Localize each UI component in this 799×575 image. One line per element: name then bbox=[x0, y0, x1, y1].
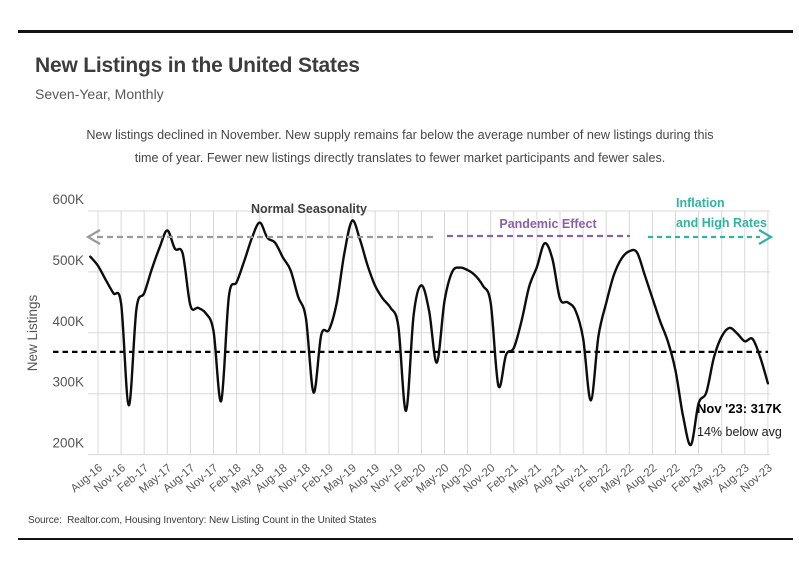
y-tick-label: 300K bbox=[52, 375, 84, 390]
chart-description: New listings declined in November. New s… bbox=[70, 124, 730, 170]
seasonality-label: Normal Seasonality bbox=[251, 202, 367, 216]
description-line-1: New listings declined in November. New s… bbox=[86, 128, 714, 142]
pandemic-label: Pandemic Effect bbox=[499, 217, 597, 231]
footer-rule bbox=[18, 538, 793, 540]
description-line-2: time of year. Fewer new listings directl… bbox=[134, 151, 666, 165]
inflation-label-line2: and High Rates bbox=[676, 216, 767, 230]
left-arrowhead-icon bbox=[85, 229, 101, 245]
y-axis-title: New Listings bbox=[25, 294, 40, 371]
series-line bbox=[89, 219, 770, 447]
y-tick-label: 600K bbox=[52, 192, 84, 207]
page-subtitle: Seven-Year, Monthly bbox=[35, 86, 164, 102]
y-tick-label: 200K bbox=[52, 436, 84, 451]
source-line: Source: Realtor.com, Housing Inventory: … bbox=[28, 515, 377, 526]
y-tick-label: 500K bbox=[52, 253, 84, 268]
inflation-label-line1: Inflation bbox=[676, 196, 725, 210]
latest-value-subtext: 14% below avg bbox=[697, 425, 782, 439]
y-tick-label: 400K bbox=[52, 314, 84, 329]
right-arrowhead-icon bbox=[758, 229, 774, 245]
page-title: New Listings in the United States bbox=[35, 54, 360, 77]
header-rule bbox=[18, 30, 793, 33]
latest-value-label: Nov '23: 317K bbox=[697, 401, 782, 416]
